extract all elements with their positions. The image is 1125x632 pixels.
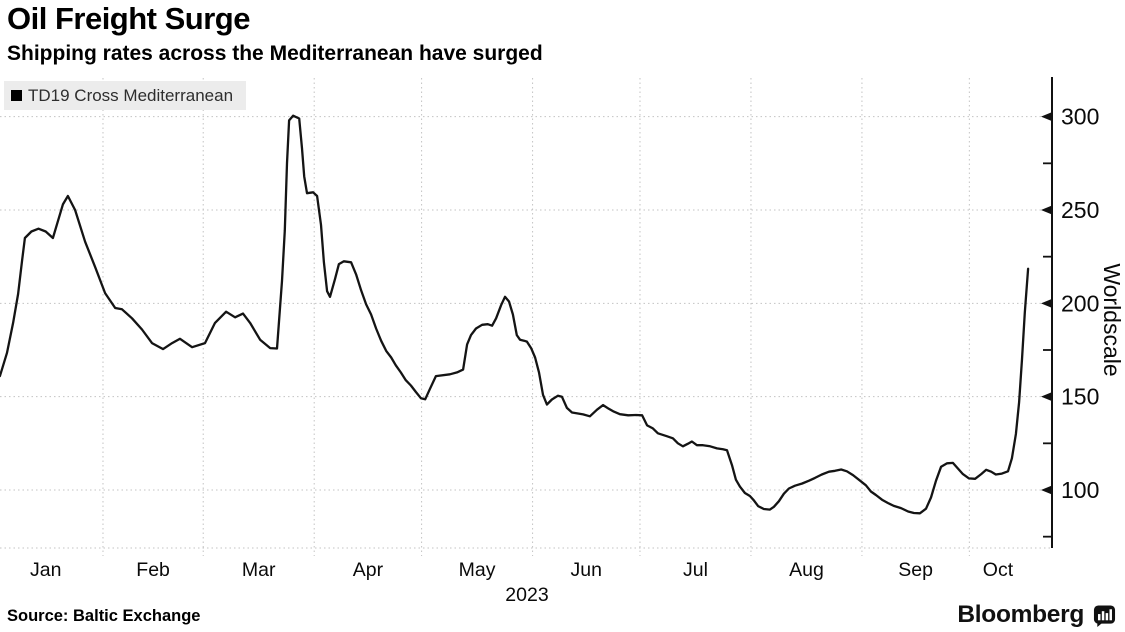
- y-tick-label: 100: [1061, 477, 1099, 503]
- legend-series-label: TD19 Cross Mediterranean: [28, 85, 234, 105]
- y-major-tick: [1041, 205, 1052, 215]
- y-major-tick: [1041, 485, 1052, 495]
- y-major-tick: [1041, 112, 1052, 122]
- x-tick-label: Jan: [30, 559, 61, 581]
- x-tick-label: Mar: [242, 559, 276, 581]
- x-tick-label: Aug: [789, 559, 824, 581]
- y-tick-label: 200: [1061, 290, 1099, 316]
- page-title: Oil Freight Surge: [7, 1, 250, 36]
- chart-subtitle: Shipping rates across the Mediterranean …: [7, 42, 543, 65]
- brand-wordmark: Bloomberg: [957, 601, 1084, 628]
- y-major-tick: [1041, 298, 1052, 308]
- x-axis-year-label: 2023: [505, 584, 548, 606]
- x-tick-label: Feb: [136, 559, 170, 581]
- bloomberg-terminal-icon: [1093, 604, 1116, 627]
- x-tick-label: Apr: [353, 559, 384, 581]
- chart-legend: TD19 Cross Mediterranean: [4, 81, 247, 110]
- x-tick-label: May: [459, 559, 496, 581]
- x-tick-label: Sep: [898, 559, 933, 581]
- legend-swatch-icon: [11, 90, 22, 101]
- y-tick-label: 150: [1061, 384, 1099, 410]
- y-major-tick: [1041, 392, 1052, 402]
- x-tick-label: Jun: [571, 559, 602, 581]
- y-tick-label: 250: [1061, 197, 1099, 223]
- brand-signature: Bloomberg: [957, 601, 1116, 629]
- y-tick-label: 300: [1061, 104, 1099, 130]
- source-attribution: Source: Baltic Exchange: [7, 607, 201, 625]
- series-line-td19: [0, 114, 1030, 515]
- y-axis-title: Worldscale: [1099, 263, 1125, 376]
- x-tick-label: Jul: [683, 559, 708, 581]
- x-tick-label: Oct: [983, 559, 1014, 581]
